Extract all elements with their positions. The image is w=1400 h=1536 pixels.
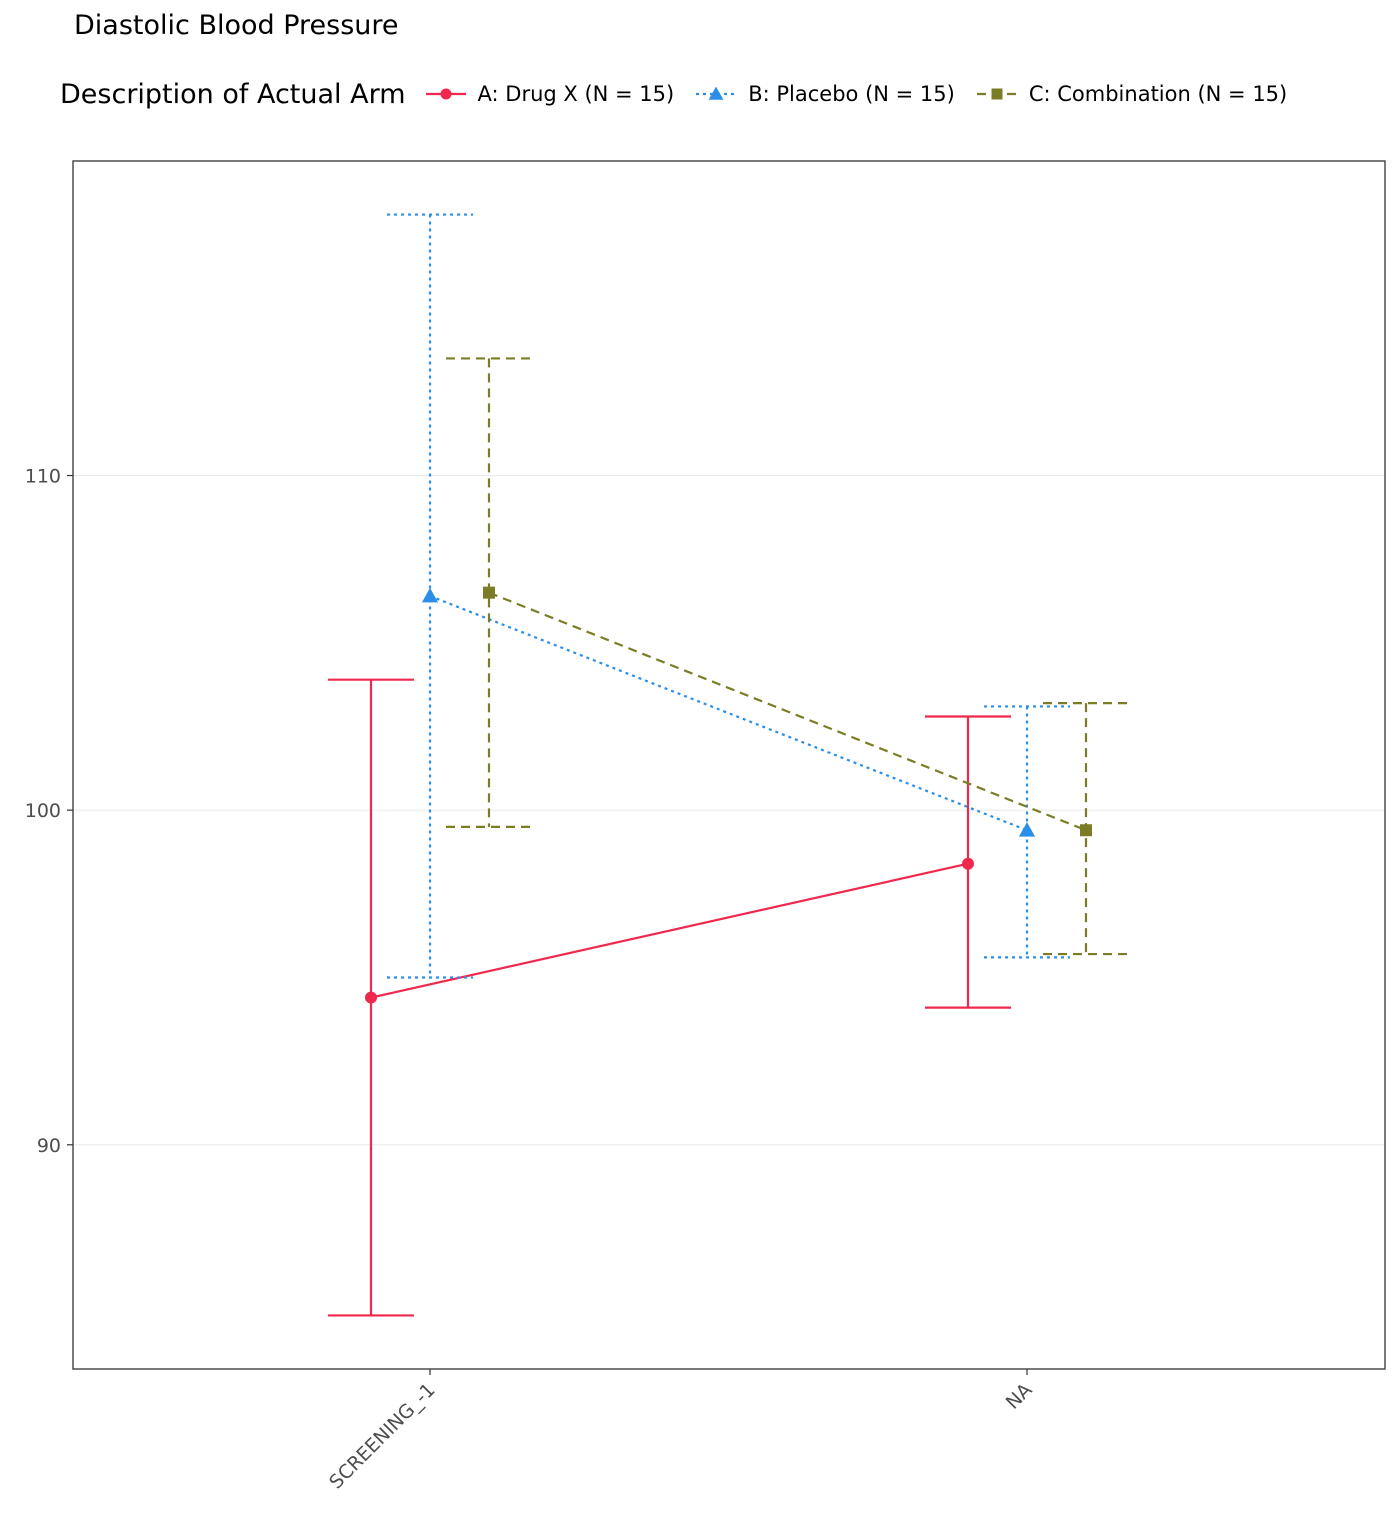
plot-panel-border bbox=[72, 160, 1386, 1370]
legend-key-marker bbox=[991, 88, 1003, 100]
legend-label-combination: C: Combination (N = 15) bbox=[1028, 82, 1288, 106]
legend: Description of Actual Arm A: Drug X (N =… bbox=[60, 74, 1307, 114]
error-bar-1-0 bbox=[387, 213, 473, 979]
legend-key-marker bbox=[440, 88, 452, 100]
legend-entry-placebo: B: Placebo (N = 15) bbox=[694, 74, 955, 114]
series-0 bbox=[328, 678, 1011, 1317]
x-tick-label-0: SCREENING_-1 bbox=[325, 1379, 439, 1493]
series-2 bbox=[446, 357, 1129, 956]
data-point-1-0 bbox=[421, 587, 439, 603]
x-tick-label-1: NA bbox=[1002, 1379, 1037, 1414]
y-tick-label-90: 90 bbox=[37, 1135, 61, 1157]
legend-key-placebo bbox=[696, 86, 737, 100]
legend-key-drug-x bbox=[425, 88, 466, 100]
data-point-2-1 bbox=[1080, 824, 1092, 837]
series-1 bbox=[387, 213, 1070, 979]
legend-key-combination bbox=[976, 88, 1017, 100]
error-bar-1-1 bbox=[984, 705, 1070, 959]
series-line-1 bbox=[429, 594, 1028, 832]
error-bar-2-0 bbox=[446, 357, 532, 829]
grid-lines bbox=[73, 474, 1385, 1146]
series-line-2 bbox=[488, 591, 1087, 832]
data-point-0-0 bbox=[365, 991, 377, 1004]
data-point-1-1 bbox=[1018, 822, 1036, 837]
legend-key-marker bbox=[708, 86, 724, 100]
data-point-0-1 bbox=[962, 857, 974, 870]
axes: 90 100 110 SCREENING_-1 NA bbox=[25, 466, 1037, 1494]
legend-label-drug-x: A: Drug X (N = 15) bbox=[477, 82, 675, 106]
data-point-2-0 bbox=[483, 586, 495, 599]
series-line-0 bbox=[370, 862, 969, 999]
y-tick-label-100: 100 bbox=[25, 800, 61, 822]
series-layer bbox=[328, 213, 1129, 1317]
legend-title: Description of Actual Arm bbox=[60, 78, 406, 110]
chart-title: Diastolic Blood Pressure bbox=[74, 10, 399, 41]
legend-entry-drug-x: A: Drug X (N = 15) bbox=[424, 74, 675, 114]
y-tick-label-110: 110 bbox=[25, 466, 61, 488]
legend-label-placebo: B: Placebo (N = 15) bbox=[748, 82, 955, 106]
legend-entry-combination: C: Combination (N = 15) bbox=[975, 74, 1287, 114]
